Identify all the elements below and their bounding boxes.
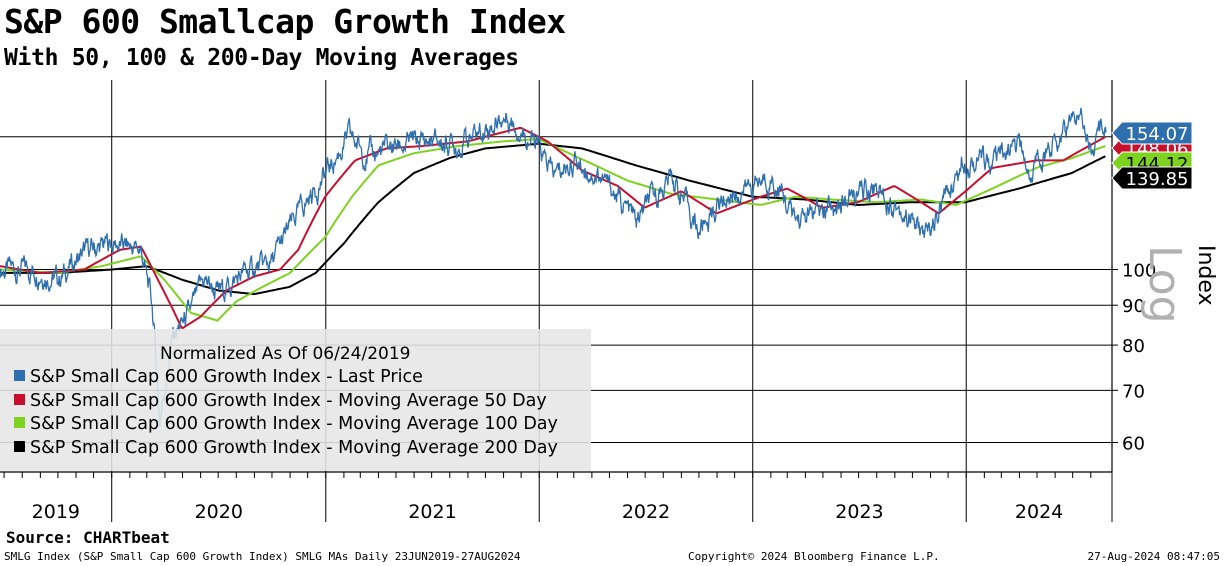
chart-title: S&P 600 Smallcap Growth Index	[4, 2, 566, 41]
legend-label-ma50: S&P Small Cap 600 Growth Index - Moving …	[30, 391, 547, 411]
legend-swatch-ma200	[14, 441, 25, 452]
last-value-3: 139.85	[1111, 166, 1193, 190]
last-value-box-0	[1111, 121, 1193, 145]
y-tick-label-80: 80	[1122, 336, 1145, 357]
legend-item-ma200: S&P Small Cap 600 Growth Index - Moving …	[14, 438, 558, 458]
y-tick-label-100: 100	[1122, 261, 1156, 282]
chart-subtitle: With 50, 100 & 200-Day Moving Averages	[4, 45, 519, 71]
copyright: Copyright© 2024 Bloomberg Finance L.P.	[688, 550, 940, 563]
legend-swatch-ma50	[14, 394, 25, 405]
x-label-2021: 2021	[408, 501, 456, 523]
legend-swatch-last-price	[14, 370, 25, 381]
last-value-text-3: 139.85	[1126, 169, 1189, 190]
series-ma50	[0, 127, 1106, 330]
last-value-box-3	[1111, 166, 1193, 190]
legend-label-ma200: S&P Small Cap 600 Growth Index - Moving …	[30, 438, 558, 458]
last-value-0: 154.07	[1111, 121, 1193, 145]
y-axis-label: Index	[1193, 245, 1218, 306]
legend-item-ma50: S&P Small Cap 600 Growth Index - Moving …	[14, 391, 547, 411]
x-label-2023: 2023	[835, 501, 883, 523]
legend-header: Normalized As Of 06/24/2019	[160, 344, 411, 364]
legend-swatch-ma100	[14, 417, 25, 428]
x-label-2020: 2020	[195, 501, 243, 523]
legend-item-last-price: S&P Small Cap 600 Growth Index - Last Pr…	[14, 367, 423, 387]
y-tick-label-70: 70	[1122, 381, 1145, 402]
series-last-price	[0, 107, 1107, 427]
timestamp: 27-Aug-2024 08:47:05	[1087, 550, 1220, 563]
ticker-info: SMLG Index (S&P Small Cap 600 Growth Ind…	[4, 550, 521, 563]
series-layer	[0, 107, 1107, 427]
last-value-text-0: 154.07	[1126, 124, 1189, 145]
x-label-2022: 2022	[622, 501, 670, 523]
log-scale-label: Log	[1139, 245, 1190, 324]
legend-label-ma100: S&P Small Cap 600 Growth Index - Moving …	[30, 414, 558, 434]
y-tick-label-90: 90	[1122, 296, 1145, 317]
legend-label-last-price: S&P Small Cap 600 Growth Index - Last Pr…	[30, 367, 423, 387]
legend-item-ma100: S&P Small Cap 600 Growth Index - Moving …	[14, 414, 558, 434]
y-tick-label-60: 60	[1122, 434, 1145, 455]
source-note: Source: CHARTbeat	[6, 528, 170, 547]
legend: Normalized As Of 06/24/2019 S&P Small Ca…	[0, 329, 591, 471]
x-label-2024: 2024	[1015, 501, 1063, 523]
x-label-2019: 2019	[32, 501, 80, 523]
